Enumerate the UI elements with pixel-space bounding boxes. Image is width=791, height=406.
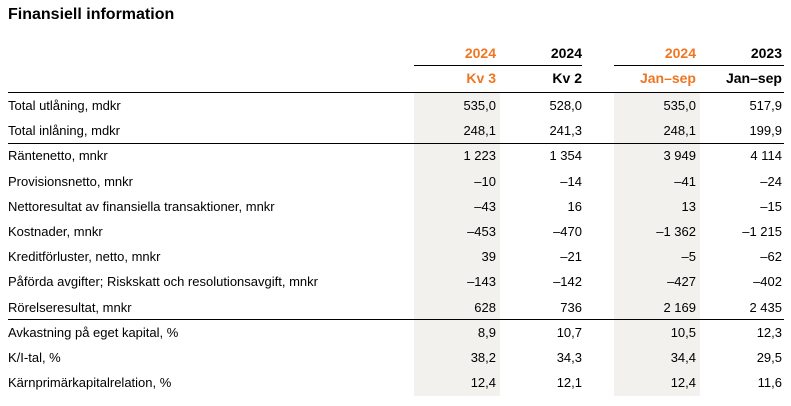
row-label: Räntenetto, mnkr (8, 148, 108, 164)
table-row: Kostnader, mnkr –453 –470 –1 362 –1 215 (0, 219, 791, 244)
row-label: Kärnprimärkapitalrelation, % (8, 375, 172, 391)
cell-q3: –43 (474, 198, 496, 214)
row-label: Provisionsnetto, mnkr (8, 173, 133, 189)
table-row: K/I-tal, % 38,2 34,3 34,4 29,5 (0, 345, 791, 370)
row-label: Total inlåning, mdkr (8, 123, 120, 139)
row-label: Avkastning på eget kapital, % (8, 324, 179, 340)
header-divider-right (614, 65, 784, 66)
page-title: Finansiell information (8, 6, 175, 23)
table-row: Kärnprimärkapitalrelation, % 12,4 12,1 1… (0, 370, 791, 395)
cell-jan-sep-2024: –5 (681, 249, 696, 265)
cell-jan-sep-2024: 2 169 (663, 299, 696, 315)
cell-jan-sep-2023: 2 435 (749, 299, 782, 315)
cell-jan-sep-2024: 13 (681, 198, 696, 214)
cell-jan-sep-2023: –1 215 (742, 223, 782, 239)
cell-q2: 34,3 (556, 349, 582, 365)
header-period-jan-sep-2023: Jan–sep (725, 70, 782, 86)
header-period-jan-sep-2024: Jan–sep (639, 70, 696, 86)
cell-q3: 8,9 (477, 324, 496, 340)
section-rule-1 (8, 143, 784, 144)
cell-jan-sep-2024: 248,1 (663, 123, 696, 139)
cell-jan-sep-2023: 199,9 (749, 123, 782, 139)
row-label: Kreditförluster, netto, mnkr (8, 249, 161, 265)
financial-table: Total utlåning, mdkr 535,0 528,0 535,0 5… (0, 93, 791, 395)
cell-jan-sep-2023: 29,5 (756, 349, 782, 365)
row-label: K/I-tal, % (8, 349, 61, 365)
cell-jan-sep-2024: 535,0 (663, 98, 696, 113)
cell-jan-sep-2023: 11,6 (757, 375, 782, 391)
cell-q2: 241,3 (549, 123, 582, 139)
cell-jan-sep-2023: 12,3 (756, 324, 782, 340)
cell-q3: 628 (474, 299, 496, 315)
cell-jan-sep-2023: –15 (760, 198, 782, 214)
header-year-jan-sep-2023: 2023 (750, 45, 782, 61)
table-row: Rörelseresultat, mnkr 628 736 2 169 2 43… (0, 295, 791, 320)
header-year-q3: 2024 (464, 45, 496, 61)
cell-q3: –10 (474, 173, 496, 189)
cell-q3: 1 223 (463, 148, 496, 164)
cell-jan-sep-2023: 4 114 (750, 148, 782, 164)
cell-q3: 39 (481, 249, 496, 265)
cell-q3: 12,4 (470, 375, 496, 391)
cell-jan-sep-2024: 34,4 (670, 349, 696, 365)
cell-jan-sep-2023: 517,9 (749, 98, 782, 113)
cell-q3: 38,2 (470, 349, 496, 365)
cell-q3: –143 (467, 274, 496, 290)
cell-jan-sep-2024: 10,5 (670, 324, 696, 340)
cell-q2: –14 (560, 173, 582, 189)
cell-jan-sep-2023: –402 (753, 274, 782, 290)
table-row: Total inlåning, mdkr 248,1 241,3 248,1 1… (0, 118, 791, 143)
cell-q2: 736 (560, 299, 582, 315)
cell-jan-sep-2024: 3 949 (663, 148, 696, 164)
cell-q2: –470 (553, 223, 582, 239)
table-row: Total utlåning, mdkr 535,0 528,0 535,0 5… (0, 93, 791, 118)
cell-jan-sep-2024: –427 (667, 274, 696, 290)
row-label: Nettoresultat av finansiella transaktion… (8, 198, 275, 214)
table-top-rule (8, 92, 784, 93)
cell-q2: –21 (560, 249, 582, 265)
header-divider-left (414, 65, 582, 66)
table-row: Nettoresultat av finansiella transaktion… (0, 194, 791, 219)
table-row: Påförda avgifter; Riskskatt och resoluti… (0, 269, 791, 294)
cell-q2: 12,1 (556, 375, 582, 391)
cell-q3: 535,0 (463, 98, 496, 113)
cell-jan-sep-2023: –24 (760, 173, 782, 189)
section-rule-2 (8, 319, 784, 320)
table-row: Avkastning på eget kapital, % 8,9 10,7 1… (0, 320, 791, 345)
cell-q2: 16 (567, 198, 582, 214)
row-label: Total utlåning, mdkr (8, 98, 121, 113)
header-period-q2: Kv 2 (552, 70, 582, 86)
row-label: Rörelseresultat, mnkr (8, 299, 132, 315)
cell-jan-sep-2024: –41 (674, 173, 696, 189)
header-year-q2: 2024 (550, 45, 582, 61)
cell-q3: 248,1 (463, 123, 496, 139)
header-period-q3: Kv 3 (466, 70, 496, 86)
table-row: Kreditförluster, netto, mnkr 39 –21 –5 –… (0, 244, 791, 269)
row-label: Påförda avgifter; Riskskatt och resoluti… (8, 274, 318, 290)
table-row: Räntenetto, mnkr 1 223 1 354 3 949 4 114 (0, 143, 791, 168)
header-year-jan-sep-2024: 2024 (664, 45, 696, 61)
cell-jan-sep-2023: –62 (760, 249, 782, 265)
cell-q2: 1 354 (549, 148, 582, 164)
cell-jan-sep-2024: 12,4 (670, 375, 696, 391)
cell-q2: 528,0 (549, 98, 582, 113)
row-label: Kostnader, mnkr (8, 223, 103, 239)
cell-q3: –453 (467, 223, 496, 239)
cell-jan-sep-2024: –1 362 (656, 223, 696, 239)
table-row: Provisionsnetto, mnkr –10 –14 –41 –24 (0, 169, 791, 194)
cell-q2: –142 (553, 274, 582, 290)
cell-q2: 10,7 (556, 324, 582, 340)
